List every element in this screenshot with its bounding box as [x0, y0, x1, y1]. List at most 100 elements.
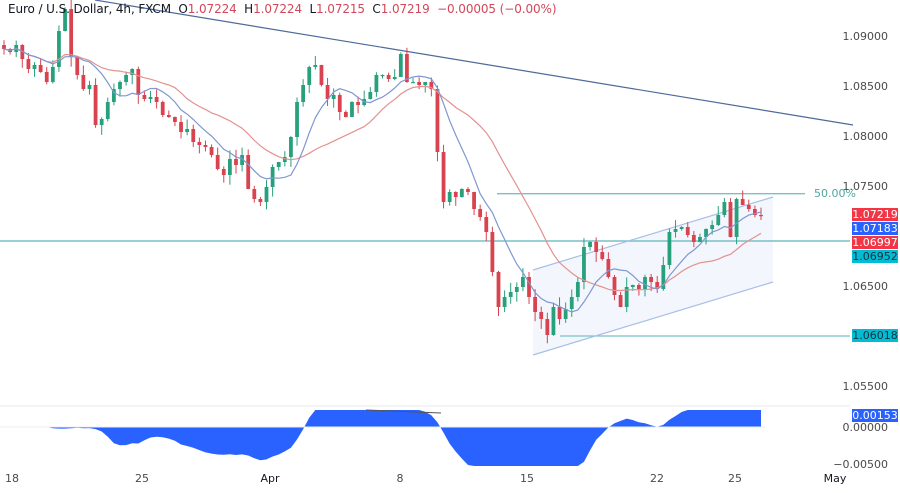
- channel-fill: [533, 197, 773, 355]
- candle-body: [69, 9, 74, 57]
- candle-body: [99, 119, 104, 125]
- high-key: H: [244, 2, 254, 16]
- osc-tick: −0.00500: [833, 458, 888, 471]
- candle-body: [380, 75, 385, 77]
- candle-body: [197, 142, 202, 145]
- candle-body: [227, 159, 232, 175]
- channel-lower-line: [532, 281, 774, 356]
- time-tick: 25: [135, 472, 149, 485]
- candle-body: [472, 192, 476, 209]
- symbol-legend: Euro / U.S. Dollar, 4h, FXCM O1.07224 H1…: [8, 2, 557, 16]
- candle-body: [32, 65, 37, 69]
- candle-body: [87, 85, 92, 89]
- candle-body: [173, 117, 177, 122]
- price-tick: 1.05500: [842, 380, 889, 393]
- candle-body: [637, 285, 641, 289]
- candle-body: [124, 75, 128, 82]
- divergence-line: [365, 409, 442, 414]
- open-value: 1.07224: [187, 2, 237, 16]
- osc-tick: 0.00000: [842, 421, 889, 434]
- channel-upper-line: [532, 196, 774, 271]
- candle-body: [203, 145, 208, 147]
- candle-body: [423, 82, 428, 85]
- candle-body: [350, 102, 354, 117]
- last-price-tag: 1.07219: [852, 208, 898, 221]
- candle-body: [258, 199, 263, 202]
- candle-body: [166, 115, 171, 117]
- candle-body: [453, 192, 458, 197]
- candle-body: [508, 292, 513, 297]
- candle-body: [655, 282, 660, 289]
- candle-body: [313, 65, 318, 67]
- price-tick: 1.08500: [842, 80, 889, 93]
- candle-body: [746, 205, 751, 209]
- candle-body: [398, 54, 403, 77]
- candle-body: [295, 102, 299, 137]
- candle-body: [374, 75, 379, 92]
- candle-body: [160, 102, 165, 115]
- candle-body: [630, 285, 635, 287]
- candle-body: [527, 277, 531, 297]
- candle-body: [118, 82, 122, 89]
- candle-body: [331, 95, 336, 99]
- candle-body: [130, 69, 135, 75]
- time-tick: 25: [728, 472, 742, 485]
- candle-body: [545, 319, 550, 335]
- candle-body: [148, 97, 153, 99]
- candle-body: [154, 97, 159, 102]
- candle-body: [606, 259, 611, 277]
- fib-50-label: 50.00%: [814, 187, 856, 200]
- candle-body: [185, 129, 190, 132]
- candle-body: [301, 85, 306, 102]
- candle-body: [209, 147, 214, 155]
- oscillator-value-tag: 0.00153: [852, 409, 898, 422]
- candle-body: [459, 189, 464, 197]
- candle-body: [191, 129, 196, 142]
- candle-body: [569, 297, 574, 309]
- candle-body: [2, 45, 6, 49]
- candle-body: [514, 287, 519, 292]
- oscillator-histogram: [4, 410, 761, 466]
- interval[interactable]: 4h: [115, 2, 131, 16]
- low-value: 1.07215: [316, 2, 365, 16]
- close-key: C: [372, 2, 381, 16]
- time-tick: May: [823, 472, 847, 485]
- candle-body: [386, 75, 391, 79]
- low-level-tag: 1.06018: [852, 329, 898, 342]
- slow-ma-line: [3, 48, 762, 292]
- candle-body: [179, 122, 183, 132]
- time-tick: Apr: [260, 472, 280, 485]
- time-tick: 18: [5, 472, 19, 485]
- candle-body: [759, 215, 763, 217]
- candle-body: [551, 307, 556, 335]
- fast-ma-tag: 1.07183: [852, 222, 898, 235]
- candle-body: [276, 162, 281, 167]
- candle-body: [264, 187, 269, 202]
- candle-body: [716, 215, 721, 225]
- candle-body: [38, 65, 43, 72]
- candle-body: [136, 69, 141, 95]
- candle-body: [466, 189, 470, 192]
- candle-body: [557, 307, 562, 319]
- candle-body: [93, 85, 98, 125]
- downtrend-line: [94, 0, 854, 126]
- candle-body: [539, 312, 544, 319]
- candle-body: [673, 229, 678, 232]
- candle-body: [490, 232, 495, 272]
- candle-body: [691, 235, 696, 242]
- candle-body: [142, 95, 147, 99]
- candle-body: [270, 167, 275, 187]
- price-tick: 1.07500: [842, 180, 889, 193]
- candle-body: [411, 82, 415, 84]
- candle-body: [728, 202, 733, 237]
- open-key: O: [178, 2, 188, 16]
- candle-body: [63, 9, 67, 31]
- candle-body: [50, 67, 55, 82]
- candle-body: [429, 82, 434, 89]
- candle-body: [75, 57, 80, 75]
- fast-ma-line: [3, 48, 762, 313]
- candle-body: [624, 287, 629, 307]
- candle-body: [57, 31, 61, 67]
